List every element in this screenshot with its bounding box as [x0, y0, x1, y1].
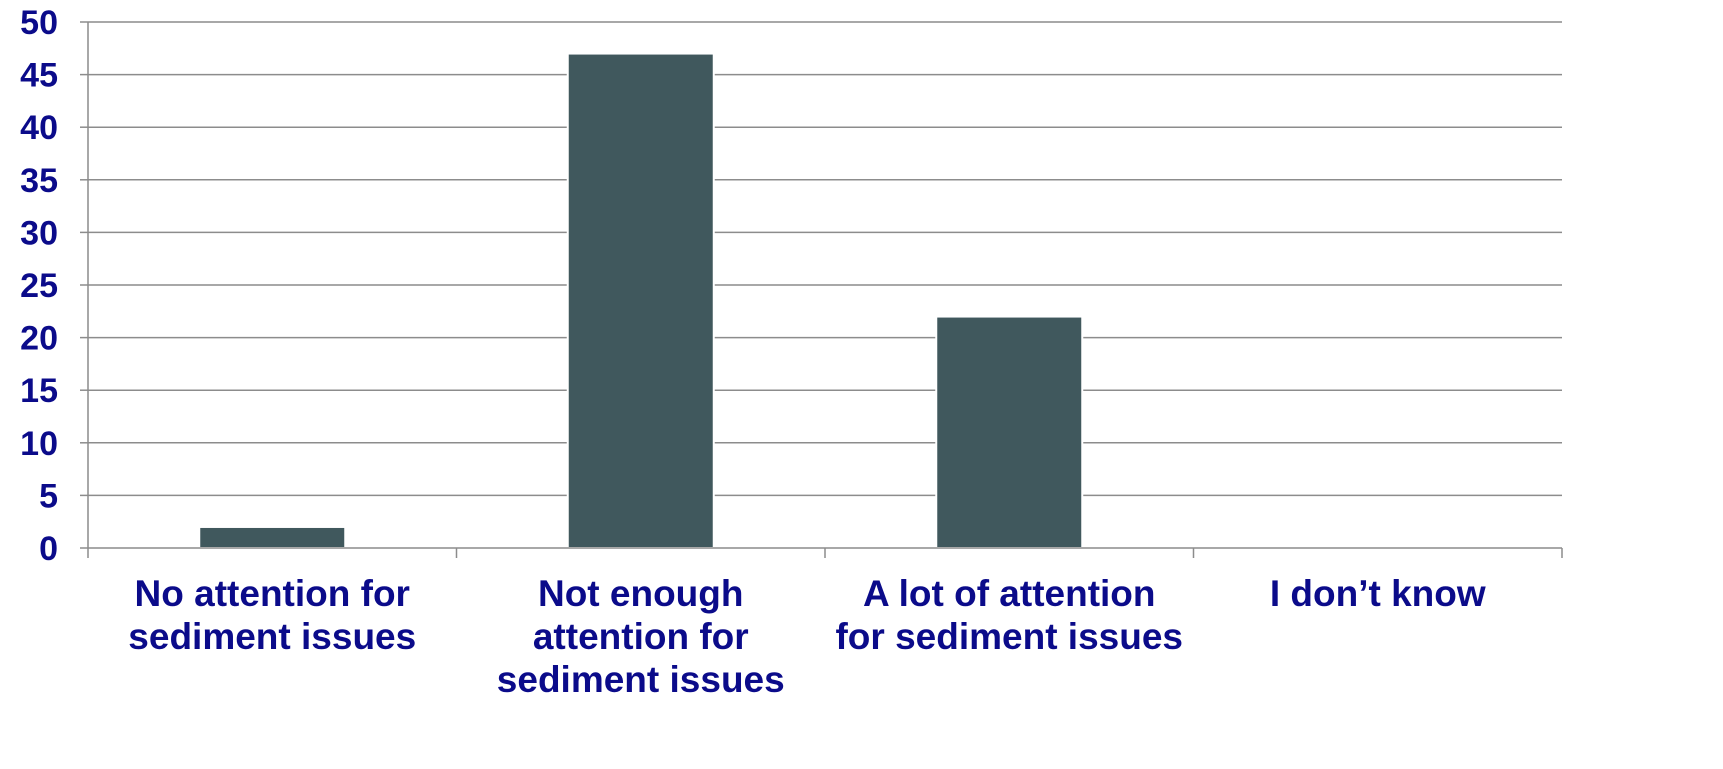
- y-tick-label: 25: [20, 267, 58, 305]
- y-tick-label: 15: [20, 372, 58, 410]
- x-category-label: sediment issues: [128, 616, 416, 657]
- y-tick-label: 0: [39, 530, 58, 568]
- bar: [935, 315, 1084, 549]
- x-category-label: I don’t know: [1270, 573, 1486, 614]
- y-tick-label: 45: [20, 57, 58, 95]
- y-axis-tick-labels: 0 5 10 15 20 25 30 35 40 45 50: [20, 4, 58, 568]
- y-tick-label: 50: [20, 4, 58, 42]
- bar: [198, 525, 347, 550]
- y-tick-label: 35: [20, 162, 58, 200]
- y-tick-label: 10: [20, 425, 58, 463]
- y-tick-label: 30: [20, 214, 58, 252]
- y-tick-label: 5: [39, 477, 58, 515]
- y-tick-label: 20: [20, 320, 58, 358]
- gridlines: [88, 21, 1562, 497]
- x-category-label: for sediment issues: [835, 616, 1183, 657]
- bars: [198, 52, 1084, 550]
- bar: [566, 52, 715, 550]
- axes: [80, 21, 1563, 558]
- y-tick-label: 40: [20, 109, 58, 147]
- x-category-label: sediment issues: [497, 659, 785, 700]
- x-category-label: A lot of attention: [863, 573, 1156, 614]
- x-category-label: attention for: [533, 616, 749, 657]
- x-category-label: Not enough: [538, 573, 744, 614]
- x-category-label: No attention for: [135, 573, 410, 614]
